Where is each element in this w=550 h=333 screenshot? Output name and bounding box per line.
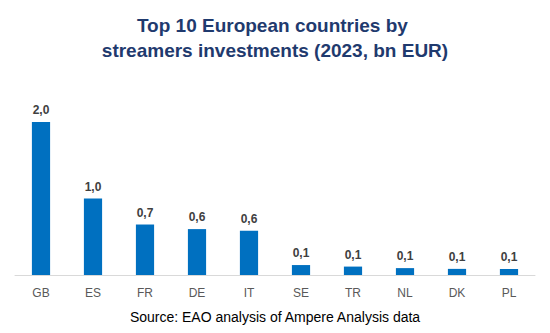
- svg-text:1,0: 1,0: [85, 180, 102, 194]
- svg-text:PL: PL: [502, 286, 517, 300]
- svg-text:0,1: 0,1: [501, 250, 518, 264]
- svg-text:DE: DE: [189, 286, 206, 300]
- svg-text:streamers investments (2023, b: streamers investments (2023, bn EUR): [102, 40, 448, 61]
- svg-text:0,7: 0,7: [137, 206, 154, 220]
- svg-text:IT: IT: [244, 286, 255, 300]
- svg-text:2,0: 2,0: [33, 103, 50, 117]
- svg-text:0,1: 0,1: [293, 246, 310, 260]
- svg-text:TR: TR: [345, 286, 361, 300]
- svg-text:Source: EAO analysis of Ampere: Source: EAO analysis of Ampere Analysis …: [130, 309, 420, 325]
- svg-text:DK: DK: [449, 286, 466, 300]
- svg-text:0,1: 0,1: [449, 250, 466, 264]
- svg-text:SE: SE: [293, 286, 309, 300]
- svg-text:0,6: 0,6: [241, 212, 258, 226]
- svg-text:NL: NL: [397, 286, 413, 300]
- svg-text:Top 10 European countries by: Top 10 European countries by: [137, 15, 413, 36]
- svg-text:ES: ES: [85, 286, 101, 300]
- svg-text:FR: FR: [137, 286, 153, 300]
- svg-text:0,1: 0,1: [397, 249, 414, 263]
- svg-text:0,1: 0,1: [345, 248, 362, 262]
- svg-text:0,6: 0,6: [189, 210, 206, 224]
- svg-text:GB: GB: [32, 286, 49, 300]
